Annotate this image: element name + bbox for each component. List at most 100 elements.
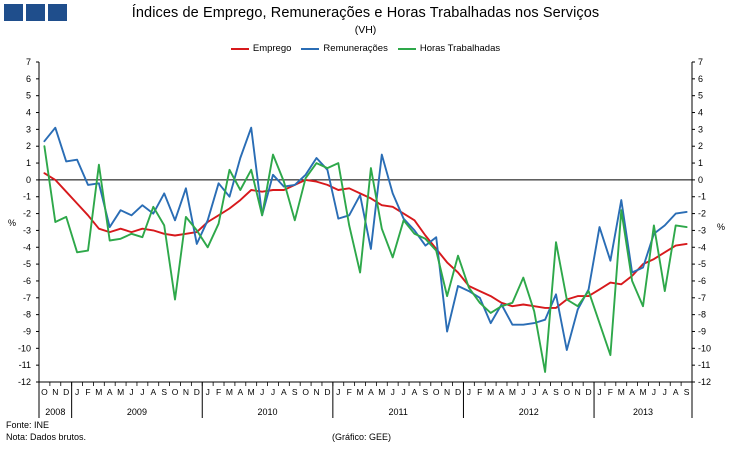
x-tick-label: A xyxy=(673,387,679,397)
x-tick-label: M xyxy=(226,387,233,397)
x-tick-label: S xyxy=(684,387,690,397)
x-tick-label: J xyxy=(401,387,405,397)
y-tick-label-left: -9 xyxy=(23,326,31,336)
x-tick-label: M xyxy=(248,387,255,397)
legend-item-remuneracoes: Remunerações xyxy=(301,43,388,54)
y-tick-label-right: -11 xyxy=(698,360,710,370)
x-tick-label: N xyxy=(183,387,189,397)
y-tick-label-right: -5 xyxy=(698,259,706,269)
x-tick-label: D xyxy=(194,387,200,397)
series-line-emprego xyxy=(43,172,688,309)
legend-label-emprego: Emprego xyxy=(252,43,292,54)
x-tick-label: S xyxy=(553,387,559,397)
x-tick-label: A xyxy=(629,387,635,397)
y-tick-label-right: -10 xyxy=(698,343,711,353)
y-tick-label-left: -5 xyxy=(23,259,31,269)
y-tick-label-right: 2 xyxy=(698,141,703,151)
x-tick-label: M xyxy=(487,387,494,397)
x-tick-label: J xyxy=(129,387,133,397)
y-tick-label-right: -2 xyxy=(698,209,706,219)
chart-title: Índices de Emprego, Remunerações e Horas… xyxy=(131,5,600,21)
x-tick-label: S xyxy=(161,387,167,397)
y-tick-label-right: -9 xyxy=(698,326,706,336)
x-tick-label: J xyxy=(532,387,536,397)
y-axis-label-right: % xyxy=(717,222,725,232)
series-line-horas-trabalhadas xyxy=(43,145,688,373)
y-tick-label-left: -4 xyxy=(23,242,31,252)
y-tick-label-left: 0 xyxy=(26,175,31,185)
y-tick-label-left: -3 xyxy=(23,225,31,235)
logo-block xyxy=(48,4,67,21)
legend-swatch-remuneracoes xyxy=(301,47,320,50)
y-tick-label-right: -4 xyxy=(698,242,706,252)
x-tick-label: N xyxy=(575,387,581,397)
x-tick-label: O xyxy=(41,387,48,397)
x-tick-label: M xyxy=(95,387,102,397)
y-tick-label-right: 4 xyxy=(698,108,703,118)
y-tick-label-left: 2 xyxy=(26,141,31,151)
y-tick-label-right: -1 xyxy=(698,192,706,202)
chart-subtitle: (VH) xyxy=(354,24,377,36)
x-tick-label: M xyxy=(357,387,364,397)
x-tick-label: D xyxy=(586,387,592,397)
x-tick-label: S xyxy=(292,387,298,397)
x-tick-label: A xyxy=(281,387,287,397)
y-tick-label-left: -2 xyxy=(23,209,31,219)
x-tick-label: J xyxy=(652,387,656,397)
x-tick-label: F xyxy=(477,387,482,397)
year-label: 2011 xyxy=(388,407,407,417)
x-tick-label: A xyxy=(150,387,156,397)
x-tick-label: M xyxy=(117,387,124,397)
x-tick-label: N xyxy=(313,387,319,397)
x-tick-label: O xyxy=(172,387,179,397)
y-tick-label-left: 4 xyxy=(26,108,31,118)
y-tick-label-left: 1 xyxy=(26,158,31,168)
legend-label-horas: Horas Trabalhadas xyxy=(419,43,501,54)
y-tick-label-right: 5 xyxy=(698,91,703,101)
x-tick-label: M xyxy=(509,387,516,397)
x-tick-label: O xyxy=(433,387,440,397)
y-tick-label-right: 3 xyxy=(698,124,703,134)
y-tick-label-left: 6 xyxy=(26,74,31,84)
year-label: 2009 xyxy=(127,407,147,417)
x-tick-label: A xyxy=(499,387,505,397)
y-tick-label-right: -12 xyxy=(698,377,711,387)
x-tick-label: F xyxy=(85,387,90,397)
x-tick-label: M xyxy=(639,387,646,397)
ine-logo xyxy=(4,4,67,21)
y-tick-label-right: -6 xyxy=(698,276,706,286)
year-label: 2012 xyxy=(519,407,539,417)
x-tick-label: D xyxy=(324,387,330,397)
x-tick-label: A xyxy=(238,387,244,397)
y-tick-label-left: -7 xyxy=(23,293,31,303)
footer-source: Fonte: INE xyxy=(6,420,50,430)
y-tick-label-left: -10 xyxy=(18,343,31,353)
x-tick-label: O xyxy=(302,387,309,397)
x-tick-label: J xyxy=(260,387,264,397)
x-tick-label: S xyxy=(423,387,429,397)
y-tick-label-left: -12 xyxy=(18,377,31,387)
legend-item-horas: Horas Trabalhadas xyxy=(397,43,501,54)
x-tick-label: J xyxy=(75,387,79,397)
x-tick-label: F xyxy=(608,387,613,397)
x-tick-label: O xyxy=(564,387,571,397)
x-tick-label: M xyxy=(618,387,625,397)
series-line-remuneracoes xyxy=(43,126,688,351)
logo-block xyxy=(4,4,23,21)
legend-swatch-horas xyxy=(397,47,416,50)
x-tick-label: D xyxy=(63,387,69,397)
y-tick-label-left: 3 xyxy=(26,124,31,134)
y-tick-label-left: 5 xyxy=(26,91,31,101)
x-tick-label: J xyxy=(206,387,210,397)
year-label: 2010 xyxy=(258,407,278,417)
x-tick-label: A xyxy=(368,387,374,397)
x-tick-label: J xyxy=(391,387,395,397)
x-tick-label: J xyxy=(597,387,601,397)
x-tick-label: F xyxy=(216,387,221,397)
y-tick-label-left: 7 xyxy=(26,57,31,67)
year-label: 2013 xyxy=(633,407,653,417)
x-tick-label: A xyxy=(542,387,548,397)
logo-block xyxy=(26,4,45,21)
legend-label-remuneracoes: Remunerações xyxy=(323,43,388,54)
